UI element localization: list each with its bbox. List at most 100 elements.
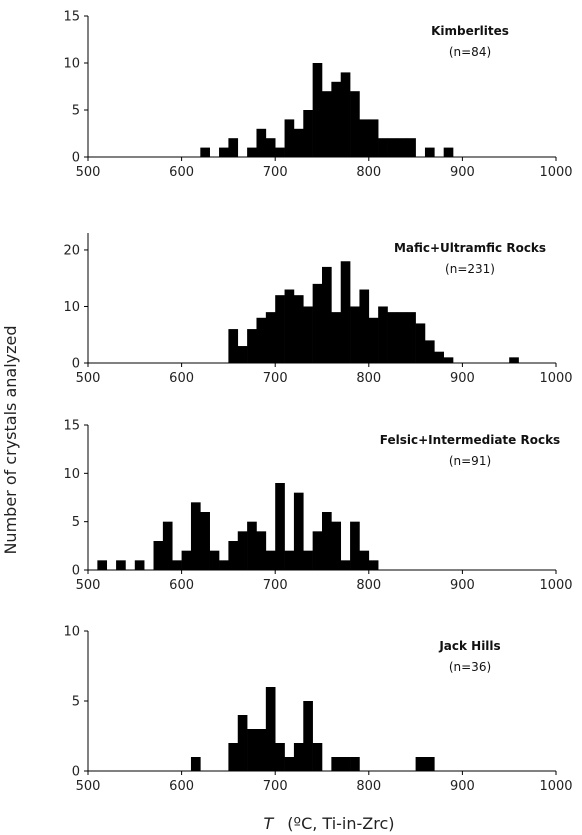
histogram-bar [303, 110, 313, 157]
histogram-bar [312, 63, 323, 157]
x-tick-label: 700 [263, 371, 288, 386]
histogram-bar [368, 560, 379, 570]
histogram-bar [322, 91, 332, 157]
y-tick-label: 15 [63, 10, 80, 25]
x-tick-label: 700 [263, 578, 288, 593]
x-tick-label: 600 [169, 371, 194, 386]
x-tick-label: 700 [263, 165, 288, 180]
x-tick-label: 500 [76, 779, 101, 794]
panel-title: Felsic+Intermediate Rocks [380, 433, 560, 447]
x-tick-label: 700 [263, 779, 288, 794]
histogram-bar [219, 560, 229, 570]
histogram-bar [415, 323, 426, 363]
panel-sample-count: (n=91) [449, 454, 491, 468]
panel-sample-count: (n=231) [445, 262, 495, 276]
y-tick-label: 5 [72, 695, 80, 710]
histogram-bar [284, 119, 295, 157]
histogram-bar [265, 312, 276, 363]
histogram-bar [509, 357, 519, 363]
histogram-bar [265, 138, 276, 157]
histogram-bar [284, 289, 295, 363]
y-tick-label: 5 [72, 515, 80, 530]
histogram-bar [331, 312, 342, 363]
x-tick-label: 1000 [539, 578, 572, 593]
histogram-bar [228, 743, 239, 771]
panel-title: Jack Hills [438, 639, 500, 653]
histogram-bar [247, 147, 257, 157]
histogram-bar [378, 306, 388, 363]
histogram-bar [153, 541, 164, 570]
histogram-bar [424, 757, 435, 771]
histogram-bar [424, 147, 435, 157]
histogram-bar [190, 757, 201, 771]
histogram-bar [303, 701, 313, 771]
histogram-bar [247, 521, 257, 570]
histogram-bar [378, 138, 388, 157]
y-tick-label: 10 [63, 625, 80, 640]
panel-title: Mafic+Ultramfic Rocks [394, 241, 546, 255]
histogram-bar [256, 531, 267, 570]
histogram-bar [172, 560, 182, 570]
histogram-bar [237, 715, 248, 771]
histogram-bar [275, 147, 285, 157]
histogram-bar [200, 512, 210, 570]
histogram-bar [312, 743, 323, 771]
histogram-bar [256, 317, 267, 363]
histogram-bar [350, 91, 360, 157]
histogram-bar [181, 550, 192, 570]
histogram-bar [275, 483, 285, 570]
histogram-bar [303, 306, 313, 363]
histogram-bar [368, 119, 379, 157]
y-tick-label: 0 [72, 564, 80, 579]
y-tick-label: 0 [72, 151, 80, 166]
y-tick-label: 15 [63, 419, 80, 434]
histogram-bar [134, 560, 145, 570]
y-tick-label: 20 [63, 243, 80, 258]
histogram-bar [200, 147, 210, 157]
histogram-bar [256, 128, 267, 157]
x-tick-label: 800 [356, 371, 381, 386]
histogram-bar [303, 550, 313, 570]
histogram-bar [97, 560, 108, 570]
y-tick-label: 0 [72, 357, 80, 372]
x-tick-label: 900 [450, 779, 475, 794]
histogram-bar [247, 329, 257, 363]
histogram-bar [190, 502, 201, 570]
x-tick-label: 1000 [539, 779, 572, 794]
histogram-bar [293, 492, 304, 570]
histogram-bar [162, 521, 173, 570]
x-axis-label-variable: T [264, 814, 275, 833]
x-tick-label: 500 [76, 371, 101, 386]
panel-sample-count: (n=84) [449, 45, 491, 59]
x-tick-label: 600 [169, 779, 194, 794]
histogram-bar [359, 119, 370, 157]
histogram-panel: 0 5 10 15 500 600 700 800 900 1000 Felsic+Intermed… [63, 419, 572, 594]
histogram-bar [237, 531, 248, 570]
histogram-bar [293, 295, 304, 363]
histogram-bar [350, 521, 360, 570]
x-tick-label: 500 [76, 578, 101, 593]
histogram-bar [116, 560, 126, 570]
y-tick-label: 0 [72, 765, 80, 780]
histogram-bar [396, 312, 407, 363]
y-axis-label: Number of crystals analyzed [1, 325, 20, 554]
histogram-bar [443, 357, 454, 363]
histogram-bar [350, 757, 360, 771]
histogram-bar [322, 512, 332, 570]
histogram-bar [406, 312, 416, 363]
y-tick-label: 10 [63, 300, 80, 315]
histogram-bar [387, 138, 398, 157]
histogram-bar [293, 128, 304, 157]
x-tick-label: 600 [169, 165, 194, 180]
histogram-panel: 0 5 10 500 600 700 800 900 1000 Jack Hills (n=36) [63, 625, 572, 795]
histogram-bar [434, 351, 444, 363]
histogram-bar [406, 138, 416, 157]
histogram-bar [228, 541, 239, 570]
x-axis-label-units: (ºC, Ti-in-Zrc) [287, 814, 394, 833]
histogram-bar [331, 757, 342, 771]
histogram-bar [340, 261, 351, 363]
histogram-bar [396, 138, 407, 157]
histogram-bar [284, 550, 295, 570]
x-tick-label: 800 [356, 165, 381, 180]
